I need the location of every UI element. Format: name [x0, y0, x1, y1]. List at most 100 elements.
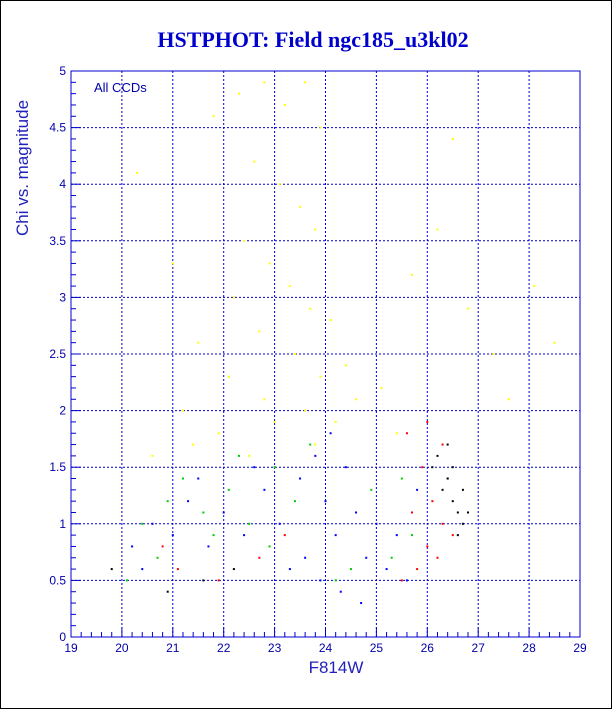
- data-point: [370, 488, 373, 491]
- data-point: [131, 545, 134, 548]
- y-tick-label: 3.5: [49, 234, 66, 248]
- data-point: [227, 375, 230, 378]
- data-point: [151, 454, 154, 457]
- data-point: [222, 511, 225, 514]
- data-point: [339, 590, 342, 593]
- data-point: [533, 285, 536, 288]
- data-point: [492, 353, 495, 355]
- data-point: [365, 556, 368, 559]
- data-point: [268, 545, 271, 548]
- y-tick-label: 2: [59, 404, 66, 418]
- y-tick-label: 0: [59, 630, 66, 644]
- x-tick-label: 25: [370, 641, 384, 655]
- data-point: [405, 579, 408, 582]
- data-point: [375, 522, 378, 525]
- x-tick-label: 19: [64, 641, 78, 655]
- data-point: [436, 228, 439, 231]
- data-point: [248, 522, 251, 525]
- data-point: [202, 511, 205, 514]
- data-point: [232, 568, 235, 571]
- x-tick-label: 24: [319, 641, 333, 655]
- data-point: [411, 534, 414, 537]
- data-point: [416, 488, 419, 491]
- data-point: [507, 398, 510, 401]
- data-point: [395, 432, 398, 435]
- data-point: [253, 466, 256, 469]
- data-point: [171, 262, 174, 265]
- x-tick-label: 28: [522, 641, 536, 655]
- data-point: [431, 500, 434, 503]
- data-point: [288, 568, 291, 571]
- data-point: [192, 443, 195, 446]
- data-point: [278, 183, 281, 186]
- data-point: [441, 488, 444, 491]
- x-axis-label: F814W: [309, 658, 364, 677]
- y-tick-label: 4: [59, 177, 66, 191]
- data-point: [187, 500, 190, 503]
- data-point: [436, 454, 439, 457]
- data-point: [243, 239, 246, 242]
- data-point: [232, 296, 235, 299]
- data-point: [237, 92, 240, 95]
- y-tick-label: 1: [59, 517, 66, 531]
- data-point: [451, 137, 454, 140]
- data-point: [324, 500, 327, 503]
- y-tick-label: 2.5: [49, 347, 66, 361]
- data-point: [314, 454, 317, 457]
- y-axis-label: Chi vs. magnitude: [13, 100, 32, 236]
- data-point: [446, 477, 449, 480]
- data-point: [243, 534, 246, 537]
- data-point: [441, 522, 444, 525]
- data-point: [273, 420, 276, 423]
- grid: [71, 71, 580, 637]
- x-tick-label: 22: [217, 641, 231, 655]
- data-point: [380, 386, 383, 389]
- data-point: [436, 556, 439, 559]
- data-point: [309, 307, 312, 310]
- data-point: [304, 409, 307, 412]
- data-point: [304, 556, 307, 559]
- x-tick-label: 21: [166, 641, 180, 655]
- data-point: [283, 534, 286, 537]
- data-point: [334, 579, 337, 582]
- data-point: [461, 522, 464, 525]
- data-point: [263, 398, 266, 401]
- data-point: [258, 556, 261, 559]
- x-tick-label: 27: [472, 641, 486, 655]
- data-point: [207, 545, 210, 548]
- data-point: [151, 522, 154, 525]
- data-point: [141, 568, 144, 571]
- data-point: [309, 443, 312, 446]
- data-point: [161, 545, 164, 548]
- data-point: [461, 488, 464, 491]
- data-point: [467, 307, 470, 310]
- data-point: [263, 81, 266, 84]
- data-point: [314, 443, 317, 446]
- data-point: [334, 534, 337, 537]
- data-point: [400, 579, 403, 582]
- data-point: [426, 420, 429, 423]
- data-point: [411, 511, 414, 514]
- data-point: [441, 443, 444, 446]
- data-point: [329, 319, 332, 322]
- data-point: [293, 353, 296, 355]
- y-tick-label: 1.5: [49, 460, 66, 474]
- data-point: [390, 556, 393, 559]
- data-point: [197, 477, 200, 480]
- data-point: [253, 160, 256, 163]
- data-point: [400, 477, 403, 480]
- data-point: [110, 568, 113, 571]
- data-point: [334, 420, 337, 423]
- data-point: [395, 534, 398, 537]
- data-point: [166, 500, 169, 503]
- y-tick-label: 5: [59, 64, 66, 78]
- x-tick-label: 29: [573, 641, 587, 655]
- data-point: [426, 545, 429, 548]
- x-tick-label: 20: [115, 641, 129, 655]
- data-point: [299, 205, 302, 208]
- data-point: [355, 511, 358, 514]
- data-point: [421, 466, 424, 469]
- data-point: [125, 579, 128, 582]
- data-point: [385, 568, 388, 571]
